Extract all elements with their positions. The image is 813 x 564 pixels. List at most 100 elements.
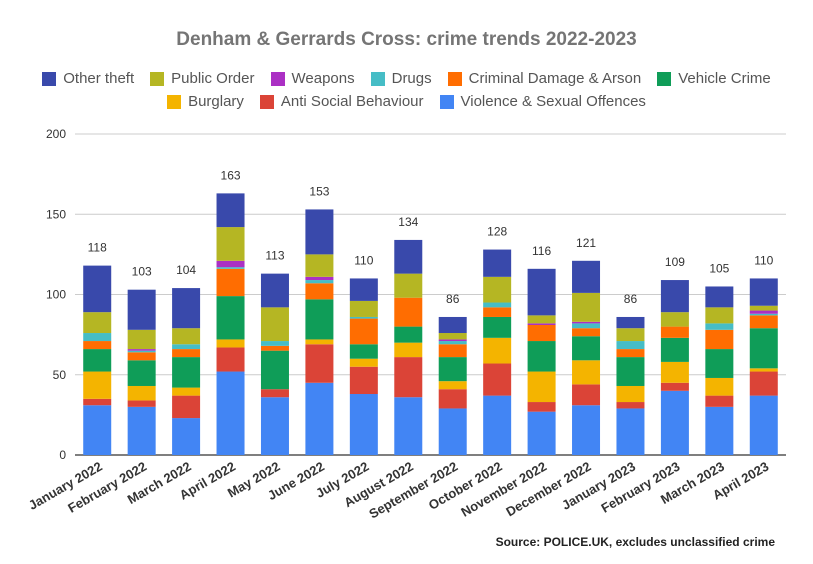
bar-segment-public-order — [660, 312, 689, 327]
y-tick-label: 100 — [46, 288, 66, 302]
bar-segment-anti-social-behaviour — [260, 389, 289, 398]
bar-segment-public-order — [394, 273, 423, 298]
bar-segment-anti-social-behaviour — [572, 384, 601, 406]
bar-segment-criminal-damage-arson — [705, 329, 734, 350]
bar-segment-public-order — [527, 315, 556, 324]
bar-segment-other-theft — [216, 193, 245, 228]
bar-segment-violence-sexual-offences — [749, 395, 778, 455]
bar-segment-vehicle-crime — [527, 341, 556, 372]
bar-segment-burglary — [83, 371, 112, 399]
bar-segment-criminal-damage-arson — [483, 307, 512, 317]
bar-segment-anti-social-behaviour — [660, 382, 689, 391]
legend-swatch — [167, 94, 182, 109]
bar-segment-violence-sexual-offences — [616, 408, 645, 455]
y-tick-label: 50 — [53, 368, 67, 382]
legend-swatch — [370, 71, 385, 86]
bar-segment-public-order — [616, 328, 645, 342]
bar-segment-drugs — [572, 323, 601, 329]
bar-segment-drugs — [305, 280, 334, 284]
chart-title: Denham & Gerrards Cross: crime trends 20… — [176, 29, 637, 50]
bar-total-label: 118 — [88, 241, 107, 255]
bar-segment-burglary — [705, 377, 734, 396]
bar-segment-criminal-damage-arson — [260, 345, 289, 351]
bar-segment-other-theft — [483, 249, 512, 277]
bar-segment-weapons — [749, 310, 778, 314]
bar-segment-criminal-damage-arson — [660, 326, 689, 338]
bar-segment-burglary — [438, 381, 467, 390]
bar-total-label: 105 — [709, 261, 729, 275]
bar-segment-public-order — [305, 254, 334, 277]
legend-label: Other theft — [63, 70, 135, 87]
bar-total-label: 163 — [221, 168, 241, 182]
bar-segment-criminal-damage-arson — [749, 315, 778, 329]
bar-segment-drugs — [438, 341, 467, 345]
bar-segment-vehicle-crime — [83, 349, 112, 372]
bar-segment-criminal-damage-arson — [438, 344, 467, 358]
bar-segment-public-order — [349, 300, 378, 317]
bar-segment-criminal-damage-arson — [127, 352, 156, 361]
legend-swatch — [270, 71, 285, 86]
y-tick-label: 200 — [46, 127, 66, 141]
bar-segment-criminal-damage-arson — [349, 318, 378, 345]
bar-segment-public-order — [260, 307, 289, 342]
bar-segment-criminal-damage-arson — [83, 341, 112, 350]
bar-segment-vehicle-crime — [438, 357, 467, 382]
bar-segment-criminal-damage-arson — [172, 349, 201, 358]
bar-segment-other-theft — [660, 280, 689, 313]
bar-segment-weapons — [438, 339, 467, 342]
bar-segment-burglary — [172, 387, 201, 396]
bar-segment-drugs — [172, 344, 201, 350]
bar-segment-other-theft — [527, 268, 556, 316]
bar-segment-violence-sexual-offences — [705, 406, 734, 455]
legend-item-other-theft: Other theft — [42, 70, 134, 87]
bar-segment-burglary — [216, 339, 245, 348]
bar-segment-anti-social-behaviour — [394, 357, 423, 398]
bar-segment-drugs — [616, 341, 645, 350]
legend-label: Criminal Damage & Arson — [468, 70, 642, 87]
bar-segment-drugs — [749, 313, 778, 316]
bar-segment-anti-social-behaviour — [83, 398, 112, 406]
bar-total-label: 86 — [446, 292, 460, 306]
bar-total-label: 116 — [532, 244, 551, 258]
bar-segment-other-theft — [305, 209, 334, 255]
bar-segment-public-order — [705, 307, 734, 324]
bar-segment-violence-sexual-offences — [527, 411, 556, 455]
bar-segment-other-theft — [572, 260, 601, 293]
bar-segment-public-order — [749, 305, 778, 311]
bar-segment-vehicle-crime — [394, 326, 423, 343]
bar-segment-drugs — [83, 333, 112, 342]
legend-swatch — [42, 71, 57, 86]
bar-segment-other-theft — [749, 278, 778, 306]
bar-segment-burglary — [572, 360, 601, 385]
bar-segment-violence-sexual-offences — [216, 371, 245, 455]
bar-segment-vehicle-crime — [705, 349, 734, 378]
bar-segment-vehicle-crime — [572, 336, 601, 361]
bar-segment-burglary — [483, 337, 512, 364]
bar-segment-weapons — [305, 276, 334, 281]
bar-segment-public-order — [216, 227, 245, 261]
legend-item-burglary: Burglary — [167, 93, 244, 110]
y-tick-label: 0 — [59, 448, 66, 462]
bar-total-label: 128 — [487, 225, 507, 239]
bar-segment-criminal-damage-arson — [305, 283, 334, 300]
bar-segment-burglary — [305, 339, 334, 345]
bar-segment-criminal-damage-arson — [394, 297, 423, 327]
bar-segment-violence-sexual-offences — [172, 418, 201, 455]
bar-segment-vehicle-crime — [483, 316, 512, 338]
bar-segment-anti-social-behaviour — [616, 402, 645, 409]
bar-segment-vehicle-crime — [349, 344, 378, 359]
legend-label: Anti Social Behaviour — [280, 93, 424, 110]
legend-label: Violence & Sexual Offences — [460, 93, 646, 110]
bar-segment-other-theft — [394, 239, 423, 274]
bar-segment-anti-social-behaviour — [705, 395, 734, 407]
legend-item-vehicle-crime: Vehicle Crime — [657, 70, 771, 87]
bar-segment-public-order — [127, 329, 156, 350]
bar-segment-criminal-damage-arson — [572, 328, 601, 337]
bar-segment-drugs — [705, 323, 734, 330]
legend-swatch — [447, 71, 462, 86]
bar-segment-vehicle-crime — [305, 299, 334, 340]
bar-segment-anti-social-behaviour — [438, 389, 467, 409]
legend-swatch — [657, 71, 672, 86]
bar-segment-other-theft — [172, 288, 201, 329]
